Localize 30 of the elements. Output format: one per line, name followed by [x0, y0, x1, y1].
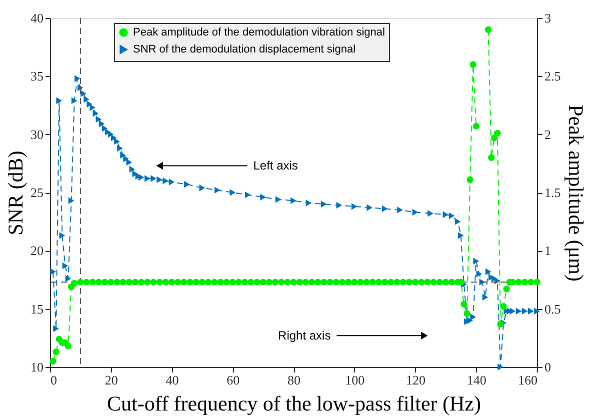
y2-axis-title: Peak amplitude (μm) — [564, 104, 588, 282]
y-tick-label: 30 — [30, 126, 44, 142]
x-tick-label: 40 — [166, 372, 179, 388]
x-axis-title: Cut-off frequency of the low-pass filter (Hz) — [107, 392, 481, 416]
y-tick-label: 35 — [30, 68, 44, 84]
legend-label: Peak amplitude of the demodulation vibration signal — [133, 26, 385, 38]
x-tick-label: 100 — [345, 372, 365, 388]
y2-tick-label: 3 — [544, 10, 551, 26]
y2-tick-label: 2.5 — [544, 68, 561, 84]
y-tick-label: 40 — [30, 10, 44, 26]
x-tick-label: 140 — [466, 372, 486, 388]
x-tick-label: 0 — [50, 372, 57, 388]
y2-tick-label: 2 — [544, 126, 551, 142]
annotation: Left axis — [253, 158, 298, 173]
y-tick-label: 25 — [30, 185, 44, 200]
y2-tick-label: 0.5 — [544, 301, 561, 316]
x-tick-label: 80 — [288, 372, 300, 388]
y2-tick-label: 0 — [544, 360, 551, 374]
x-tick-label: 160 — [518, 372, 538, 388]
y-tick-label: 15 — [30, 301, 44, 316]
y-axis-title: SNR (dB) — [4, 150, 28, 236]
legend-label: SNR of the demodulation displacement signal — [133, 44, 356, 56]
y2-tick-label: 1.5 — [544, 185, 561, 200]
y-tick-label: 10 — [30, 360, 44, 374]
y2-tick-label: 1 — [544, 243, 551, 258]
x-tick-label: 120 — [406, 372, 426, 388]
y-tick-label: 20 — [30, 243, 44, 258]
x-tick-label: 60 — [226, 372, 240, 388]
annotation: Right axis — [278, 328, 331, 343]
x-tick-label: 20 — [104, 372, 118, 388]
